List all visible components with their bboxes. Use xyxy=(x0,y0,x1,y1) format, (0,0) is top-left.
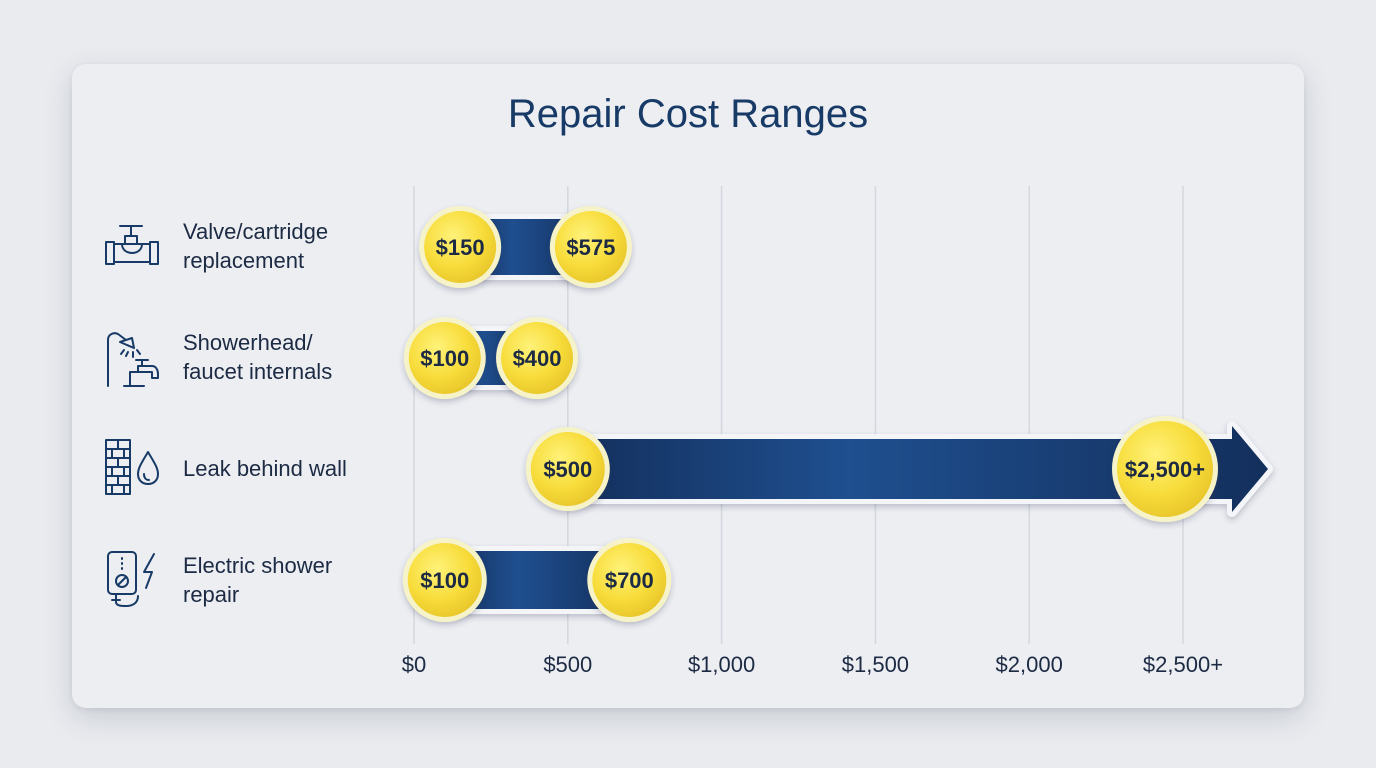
low-value-label: $100 xyxy=(420,346,469,371)
showerhead-faucet-icon xyxy=(107,332,159,387)
row-label-showerhead: Showerhead/ faucet internals xyxy=(183,328,332,386)
x-tick-label: $2,500+ xyxy=(1143,652,1223,677)
x-tick-label: $0 xyxy=(402,652,426,677)
x-tick-label: $2,000 xyxy=(996,652,1063,677)
high-value-marker xyxy=(554,211,627,283)
low-value-label: $100 xyxy=(420,568,469,593)
high-value-marker xyxy=(1117,421,1213,517)
row-label-valve: Valve/cartridge replacement xyxy=(183,217,328,275)
x-tick-label: $500 xyxy=(543,652,592,677)
low-value-marker xyxy=(424,211,497,283)
low-value-marker xyxy=(408,322,481,394)
high-value-marker xyxy=(501,322,574,394)
low-value-label: $150 xyxy=(436,235,485,260)
wall-leak-icon xyxy=(105,439,159,495)
range-bar-arrow xyxy=(567,426,1268,512)
x-tick-label: $1,000 xyxy=(688,652,755,677)
row-label-line: Leak behind wall xyxy=(183,456,347,481)
high-value-label: $2,500+ xyxy=(1125,457,1205,482)
range-bar-group: $100 $700 xyxy=(402,538,672,622)
range-bar-group: $150 $575 xyxy=(419,206,632,288)
row-label-electric: Electric shower repair xyxy=(183,551,332,609)
row-label-leak: Leak behind wall xyxy=(183,454,347,483)
high-value-label: $400 xyxy=(513,346,562,371)
row-label-line: replacement xyxy=(183,248,305,273)
range-bar-group: $500 $2,500+ xyxy=(525,416,1273,522)
low-value-label: $500 xyxy=(543,457,592,482)
high-value-label: $700 xyxy=(605,568,654,593)
row-label-line: repair xyxy=(183,582,240,607)
row-label-line: faucet internals xyxy=(183,359,333,384)
x-tick-label: $1,500 xyxy=(842,652,909,677)
chart-title: Repair Cost Ranges xyxy=(507,92,869,136)
row-label-line: Showerhead/ xyxy=(183,330,313,355)
low-value-marker xyxy=(530,432,605,506)
low-value-marker xyxy=(407,543,482,617)
row-label-line: Electric shower xyxy=(183,553,333,578)
electric-shower-icon xyxy=(107,551,155,607)
range-bar-group: $100 $400 xyxy=(403,317,579,399)
bars: $150 $575 $100 $400 $500 $2,500+ $100 $700 xyxy=(402,206,1273,622)
high-value-label: $575 xyxy=(566,235,615,260)
chart-card xyxy=(72,64,1304,708)
row-label-line: Valve/cartridge xyxy=(183,219,329,244)
valve-icon xyxy=(105,225,159,265)
x-axis-ticks: $0 $500 $1,000 $1,500 $2,000 $2,500+ xyxy=(402,652,1223,677)
high-value-marker xyxy=(592,543,667,617)
